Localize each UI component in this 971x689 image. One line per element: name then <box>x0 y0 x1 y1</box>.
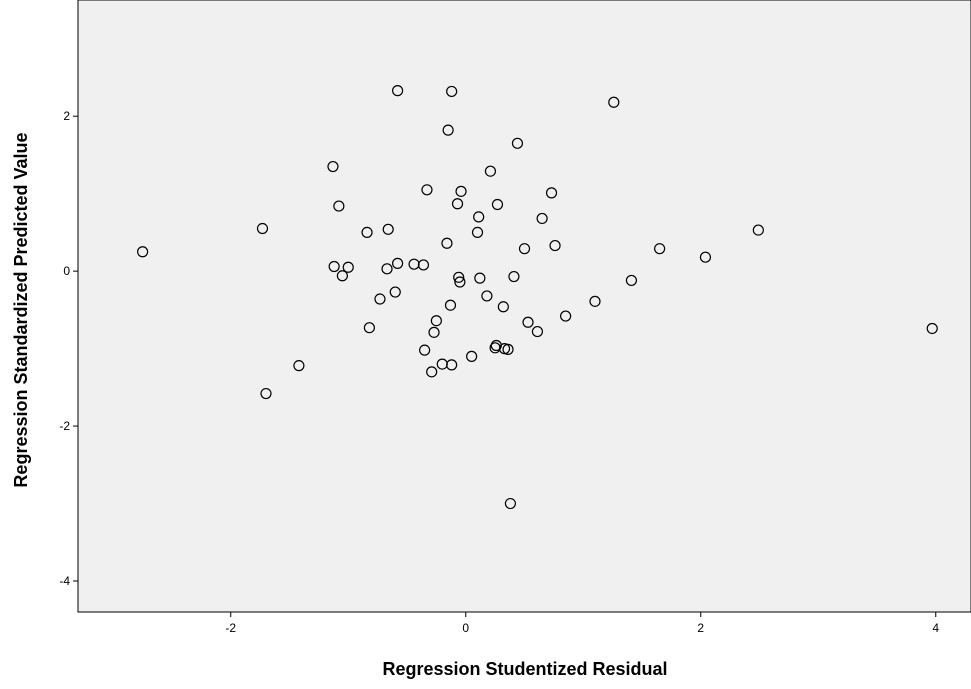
x-tick-label: -2 <box>225 621 236 635</box>
data-point <box>549 239 561 252</box>
data-point <box>381 263 393 275</box>
data-point <box>260 387 272 400</box>
data-point <box>451 198 464 210</box>
data-point <box>444 299 457 311</box>
data-point <box>531 325 544 338</box>
data-point <box>327 160 339 173</box>
data-point <box>417 259 430 271</box>
data-point <box>502 343 514 355</box>
data-point <box>511 137 524 149</box>
y-axis-title: Regression Standardized Predicted Value <box>11 132 31 487</box>
data-point <box>442 124 454 136</box>
data-point <box>293 360 305 372</box>
data-point <box>508 270 520 283</box>
x-axis-title: Regression Studentized Residual <box>382 659 667 679</box>
data-point <box>484 165 497 177</box>
data-point <box>560 310 572 322</box>
data-point <box>328 260 340 273</box>
data-point <box>471 226 484 239</box>
data-point <box>926 322 938 335</box>
data-point <box>625 274 638 287</box>
data-point <box>453 271 465 283</box>
data-point <box>491 198 504 211</box>
data-point <box>518 243 531 255</box>
data-point <box>363 322 375 334</box>
data-point <box>536 212 548 225</box>
plot-area <box>77 0 971 613</box>
data-point <box>497 301 509 313</box>
data-point <box>421 184 433 196</box>
data-point <box>654 243 666 255</box>
data-point <box>256 222 269 235</box>
data-point <box>589 295 601 307</box>
y-tick-label: 0 <box>63 264 70 278</box>
data-point <box>361 226 373 239</box>
data-point <box>473 211 485 223</box>
data-point <box>474 272 486 284</box>
data-point <box>374 293 386 305</box>
x-tick-label: 0 <box>462 621 469 635</box>
data-point <box>333 200 345 212</box>
data-point <box>466 350 478 362</box>
data-point <box>336 270 348 282</box>
data-point <box>382 223 394 235</box>
data-point <box>446 85 458 98</box>
y-axis: 2 0 -2 -4 <box>59 109 78 588</box>
data-point <box>699 251 712 263</box>
data-point <box>430 315 442 327</box>
data-point <box>428 326 440 338</box>
data-points <box>137 85 938 510</box>
data-point <box>389 286 401 298</box>
data-point <box>481 290 493 302</box>
y-tick-label: -2 <box>59 419 70 433</box>
data-point <box>545 187 558 199</box>
y-tick-label: 2 <box>63 109 70 123</box>
data-point <box>342 261 354 273</box>
data-point <box>455 185 467 197</box>
data-point <box>426 366 438 378</box>
data-point <box>441 237 453 249</box>
data-point <box>446 359 458 371</box>
data-point <box>392 85 404 97</box>
data-point <box>392 257 404 269</box>
x-tick-label: 4 <box>932 621 939 635</box>
data-point <box>608 96 620 108</box>
data-point <box>504 497 516 510</box>
y-tick-label: -4 <box>59 574 70 588</box>
data-point <box>137 246 149 258</box>
x-tick-label: 2 <box>697 621 704 635</box>
data-point <box>752 224 764 236</box>
data-point <box>522 316 534 328</box>
data-point <box>419 344 431 356</box>
data-point <box>454 276 466 288</box>
x-axis: -2 0 2 4 <box>225 612 939 635</box>
